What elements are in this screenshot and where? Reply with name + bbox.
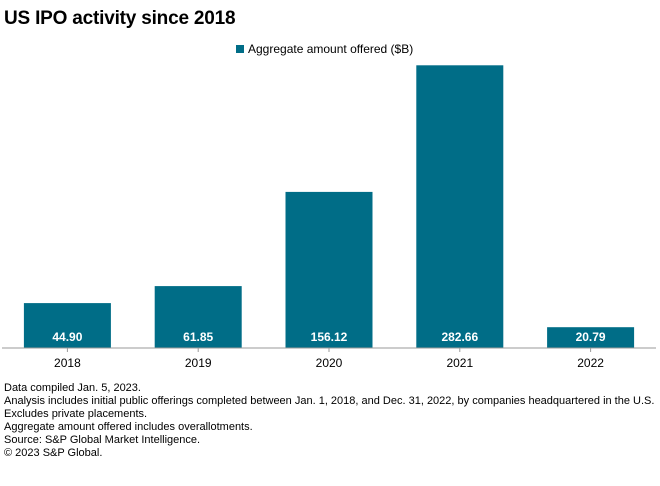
chart-title: US IPO activity since 2018 <box>4 8 236 29</box>
bar-value-label-2018: 44.90 <box>52 330 82 344</box>
legend-swatch <box>236 45 244 53</box>
x-tick-label-2020: 2020 <box>316 356 343 370</box>
legend-label: Aggregate amount offered ($B) <box>248 42 414 56</box>
footnote-exclusions: Excludes private placements. <box>4 408 148 420</box>
bar-value-label-2019: 61.85 <box>183 330 213 344</box>
footnote-data-compiled: Data compiled Jan. 5, 2023. <box>4 382 141 394</box>
bar-value-label-2020: 156.12 <box>311 330 348 344</box>
footnote-source: Source: S&P Global Market Intelligence. <box>4 434 201 446</box>
footnote-copyright: © 2023 S&P Global. <box>4 447 103 459</box>
bar-2021 <box>416 65 504 349</box>
bar-2020 <box>285 191 373 348</box>
x-tick-label-2022: 2022 <box>577 356 604 370</box>
footnote-analysis-scope: Analysis includes initial public offerin… <box>4 395 655 407</box>
x-tick-label-2019: 2019 <box>185 356 212 370</box>
bar-value-label-2021: 282.66 <box>441 330 478 344</box>
bar-value-label-2022: 20.79 <box>576 330 606 344</box>
x-tick-label-2021: 2021 <box>446 356 473 370</box>
footnotes: Data compiled Jan. 5, 2023. Analysis inc… <box>4 382 656 460</box>
bar-2019 <box>154 286 242 348</box>
footnote-overallotments: Aggregate amount offered includes overal… <box>4 421 253 433</box>
bar-2018 <box>23 303 111 348</box>
bar-2022 <box>547 327 635 348</box>
legend: Aggregate amount offered ($B) <box>236 41 413 57</box>
bar-chart: 44.90 2018 61.85 2019 156.12 2020 282.66 2021 20… <box>2 65 656 370</box>
x-tick-label-2018: 2018 <box>54 356 81 370</box>
